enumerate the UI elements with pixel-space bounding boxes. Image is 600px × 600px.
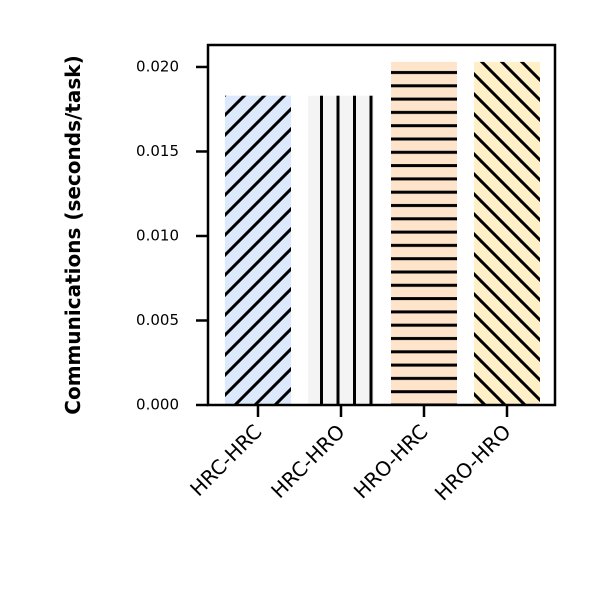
bars-group: [225, 61, 540, 406]
bar-hro-hrc: [391, 61, 457, 406]
bar-hrc-hrc: [225, 95, 291, 405]
bar-hrc-hro: [308, 95, 374, 405]
x-tick-label: HRC-HRO: [266, 420, 349, 503]
y-tick-label: 0.000: [136, 396, 179, 414]
bar-hro-hro: [474, 61, 540, 406]
x-tick-label: HRO-HRO: [430, 420, 516, 506]
x-tick-label: HRO-HRC: [349, 420, 433, 504]
bar-hatch: [474, 61, 540, 406]
y-tick-label: 0.015: [136, 142, 179, 160]
bar-hatch: [225, 95, 291, 405]
y-tick-label: 0.005: [136, 311, 179, 329]
plot-frame: [206, 43, 557, 407]
y-axis: 0.000 0.005 0.010 0.015 0.020: [136, 57, 208, 414]
bar-hatch: [308, 95, 374, 405]
y-tick-label: 0.020: [136, 57, 179, 75]
y-axis-label: Communications (seconds/task): [61, 55, 85, 414]
bar-hatch: [391, 61, 457, 406]
x-tick-label: HRC-HRC: [185, 420, 266, 501]
y-tick-label: 0.010: [136, 226, 179, 244]
